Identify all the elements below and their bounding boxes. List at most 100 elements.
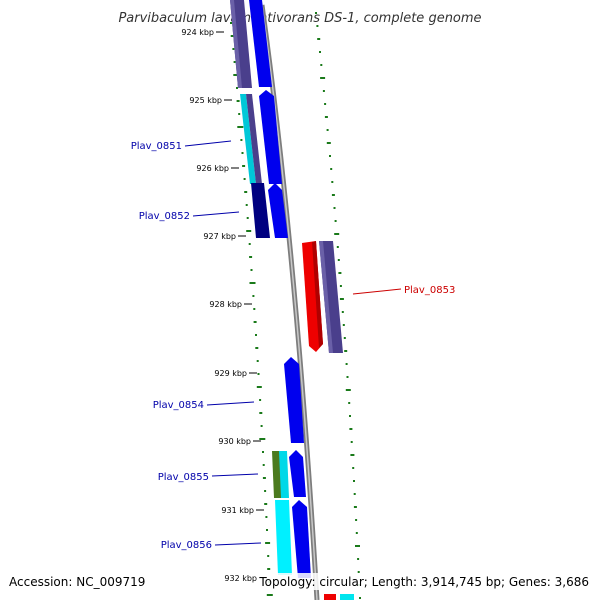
gc-dot xyxy=(243,178,246,180)
gc-dot xyxy=(350,441,353,443)
gc-dot xyxy=(336,246,339,248)
label-leader xyxy=(352,288,402,295)
gc-dot xyxy=(233,74,239,76)
gc-dot xyxy=(236,87,238,89)
feature-track-forward xyxy=(249,0,311,578)
tick-label: 932 kbp xyxy=(224,574,257,583)
gc-dot xyxy=(316,25,319,27)
gc-dot xyxy=(267,568,271,570)
reverse-cds-shade xyxy=(312,241,323,348)
label-leader xyxy=(206,401,255,406)
gc-dot xyxy=(257,373,260,375)
gc-dot xyxy=(355,519,358,521)
gc-dot xyxy=(255,347,259,349)
gc-dot xyxy=(319,51,321,53)
tick-label: 930 kbp xyxy=(218,437,251,446)
gc-dot xyxy=(262,451,264,453)
feature-slate[interactable] xyxy=(246,94,262,184)
tick-label: 926 kbp xyxy=(196,164,229,173)
feature-cyan[interactable] xyxy=(340,594,354,600)
gc-dot xyxy=(259,438,266,440)
gene-label[interactable]: Plav_0853 xyxy=(404,285,455,296)
forward-cds[interactable] xyxy=(259,90,282,184)
gc-dot xyxy=(324,116,328,118)
gc-dot xyxy=(349,428,353,430)
gc-dot xyxy=(249,256,253,258)
gc-dot xyxy=(348,402,351,404)
label-leader xyxy=(184,140,232,147)
feature-slate-shade xyxy=(319,241,333,353)
gene-label[interactable]: Plav_0851 xyxy=(131,141,182,152)
gc-dot xyxy=(333,207,336,209)
gc-dot xyxy=(252,295,255,297)
gc-dot xyxy=(237,126,244,128)
gc-dot xyxy=(230,22,232,24)
gc-dot xyxy=(249,282,256,284)
gc-dot xyxy=(256,360,259,362)
gc-dot xyxy=(246,230,252,232)
accession-text: Accession: NC_009719 xyxy=(9,575,145,589)
gc-dot xyxy=(355,545,360,547)
gc-dot xyxy=(253,308,256,310)
tick-label: 925 kbp xyxy=(189,96,222,105)
gc-dot xyxy=(244,191,248,193)
gene-label[interactable]: Plav_0856 xyxy=(161,540,212,551)
gc-dot xyxy=(242,165,246,167)
outer-gc-track xyxy=(315,12,361,599)
gc-dot xyxy=(320,77,326,79)
gc-dot xyxy=(331,181,334,183)
gc-dot xyxy=(334,220,337,222)
gc-dot xyxy=(337,259,340,261)
feature-cyan[interactable] xyxy=(240,94,256,184)
gc-dot xyxy=(265,516,268,518)
gc-dot xyxy=(329,155,331,157)
gc-dot xyxy=(266,529,268,531)
feature-cyan[interactable] xyxy=(275,500,292,575)
feature-slate-shade xyxy=(230,0,242,88)
gc-dot xyxy=(260,425,263,427)
gc-dot xyxy=(357,558,360,560)
feature-dark-blue[interactable] xyxy=(251,183,270,238)
gc-dot xyxy=(352,467,355,469)
tick-label: 929 kbp xyxy=(214,369,247,378)
gc-dot xyxy=(342,324,345,326)
forward-cds[interactable] xyxy=(249,0,272,87)
forward-cds[interactable] xyxy=(289,450,306,497)
gc-dot xyxy=(353,506,357,508)
gc-dot xyxy=(331,194,335,196)
gc-dot xyxy=(255,334,257,336)
map-title: Parvibaculum lavamentivorans DS-1, compl… xyxy=(118,11,481,26)
feature-track-inner xyxy=(230,0,292,575)
gc-dot xyxy=(259,412,263,414)
gc-dot xyxy=(265,542,271,544)
tick-label: 931 kbp xyxy=(221,506,254,515)
forward-cds[interactable] xyxy=(268,183,288,238)
feature-track-reverse xyxy=(302,241,354,600)
gc-dot xyxy=(345,363,348,365)
gc-dot xyxy=(338,272,342,274)
gc-dot xyxy=(262,477,266,479)
gc-dot xyxy=(334,233,340,235)
tick-label: 928 kbp xyxy=(209,300,242,309)
forward-cds[interactable] xyxy=(292,500,311,578)
gc-dot xyxy=(232,48,235,50)
genome-backbone-highlight xyxy=(261,4,318,600)
gene-label[interactable]: Plav_0854 xyxy=(153,400,204,411)
gene-label[interactable]: Plav_0852 xyxy=(139,211,190,222)
gc-dot xyxy=(339,298,344,300)
genome-summary: Topology: circular; Length: 3,914,745 bp… xyxy=(258,575,589,589)
feature-cyan[interactable] xyxy=(279,451,289,498)
gene-label[interactable]: Plav_0855 xyxy=(158,472,209,483)
gc-dot xyxy=(241,152,244,154)
gc-dot xyxy=(317,38,321,40)
gc-dot xyxy=(233,61,236,63)
gc-dot xyxy=(262,464,265,466)
reverse-cds[interactable] xyxy=(324,594,336,600)
gc-dot xyxy=(266,594,273,596)
gc-dot xyxy=(326,129,329,131)
gc-dot xyxy=(238,113,241,115)
forward-cds[interactable] xyxy=(284,357,304,443)
gc-dot xyxy=(315,12,317,14)
